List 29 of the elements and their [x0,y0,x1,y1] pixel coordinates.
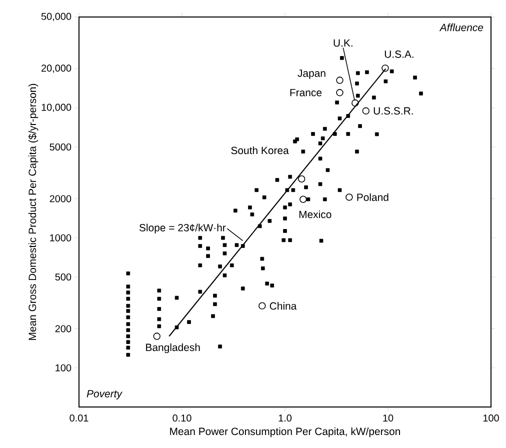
y-tick-label: 200 [55,325,72,332]
y-tick-label: 500 [55,273,72,281]
annotation: U.K. [334,39,352,47]
annotation: Mexico [299,210,332,218]
annotation: Poland [357,193,388,202]
x-tick-label: 10 [383,414,394,422]
y-axis-title: Mean Gross Domestic Product Per Capita ($/yr-person) [28,84,38,340]
y-tick-label: 20,000 [42,64,72,73]
x-tick-label: 1.0 [278,414,292,422]
annotation: Japan [298,70,326,79]
y-tick-label: 5000 [50,143,72,151]
x-tick-label: 0.10 [172,414,192,422]
annotation: China [270,302,297,310]
y-tick-label: 1000 [50,234,72,242]
annotation: U.S.S.R. [374,107,413,115]
annotation: Poverty [86,390,122,400]
annotation: South Korea [231,146,289,154]
annotation: U.S.A. [384,50,414,58]
y-tick-label: 2000 [50,195,72,202]
y-tick-label: 10,000 [42,104,72,112]
y-tick-label: 50,000 [41,12,72,22]
x-tick-label: 0.01 [70,414,88,422]
y-tick-label: 100 [56,364,72,372]
x-axis-title: Mean Power Consumption Per Capita, kW/person [170,427,400,438]
x-tick-label: 100 [483,414,499,422]
annotation: France [290,88,322,96]
annotation: Slope = 23¢/kW·hr [139,224,226,234]
annotation: Affluence [439,24,484,32]
annotation: Bangladesh [146,343,200,354]
